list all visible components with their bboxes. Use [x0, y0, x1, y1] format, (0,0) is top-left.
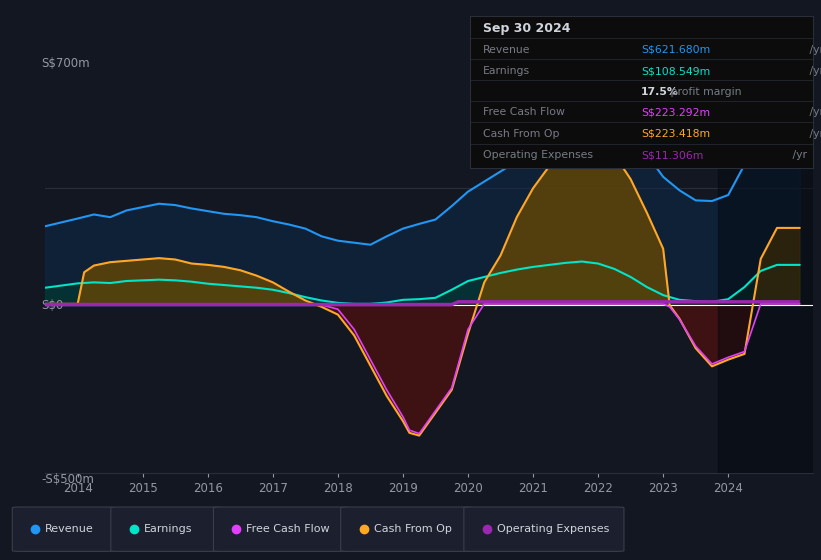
Text: /yr: /yr [806, 108, 821, 118]
Text: S$223.418m: S$223.418m [641, 129, 710, 139]
Text: S$621.680m: S$621.680m [641, 45, 710, 55]
FancyBboxPatch shape [464, 507, 624, 552]
Text: Operating Expenses: Operating Expenses [484, 150, 594, 160]
Text: Revenue: Revenue [484, 45, 531, 55]
FancyBboxPatch shape [213, 507, 349, 552]
Text: /yr: /yr [790, 150, 808, 160]
Text: /yr: /yr [806, 45, 821, 55]
Text: Earnings: Earnings [484, 66, 530, 76]
Text: S$108.549m: S$108.549m [641, 66, 710, 76]
Text: profit margin: profit margin [667, 87, 741, 97]
Text: Revenue: Revenue [45, 524, 94, 534]
Text: Free Cash Flow: Free Cash Flow [246, 524, 330, 534]
Text: Sep 30 2024: Sep 30 2024 [484, 22, 571, 35]
FancyBboxPatch shape [111, 507, 222, 552]
FancyBboxPatch shape [12, 507, 115, 552]
Text: -S$500m: -S$500m [41, 473, 94, 486]
Text: Operating Expenses: Operating Expenses [497, 524, 609, 534]
Text: /yr: /yr [806, 129, 821, 139]
Text: Free Cash Flow: Free Cash Flow [484, 108, 565, 118]
Text: 17.5%: 17.5% [641, 87, 679, 97]
Text: S$700m: S$700m [41, 57, 90, 70]
Text: S$0: S$0 [41, 298, 63, 312]
Bar [718, 70, 813, 473]
Text: Earnings: Earnings [144, 524, 192, 534]
Text: S$223.292m: S$223.292m [641, 108, 710, 118]
Text: Cash From Op: Cash From Op [374, 524, 452, 534]
FancyBboxPatch shape [341, 507, 472, 552]
Text: /yr: /yr [806, 66, 821, 76]
Text: Cash From Op: Cash From Op [484, 129, 560, 139]
Text: S$11.306m: S$11.306m [641, 150, 704, 160]
